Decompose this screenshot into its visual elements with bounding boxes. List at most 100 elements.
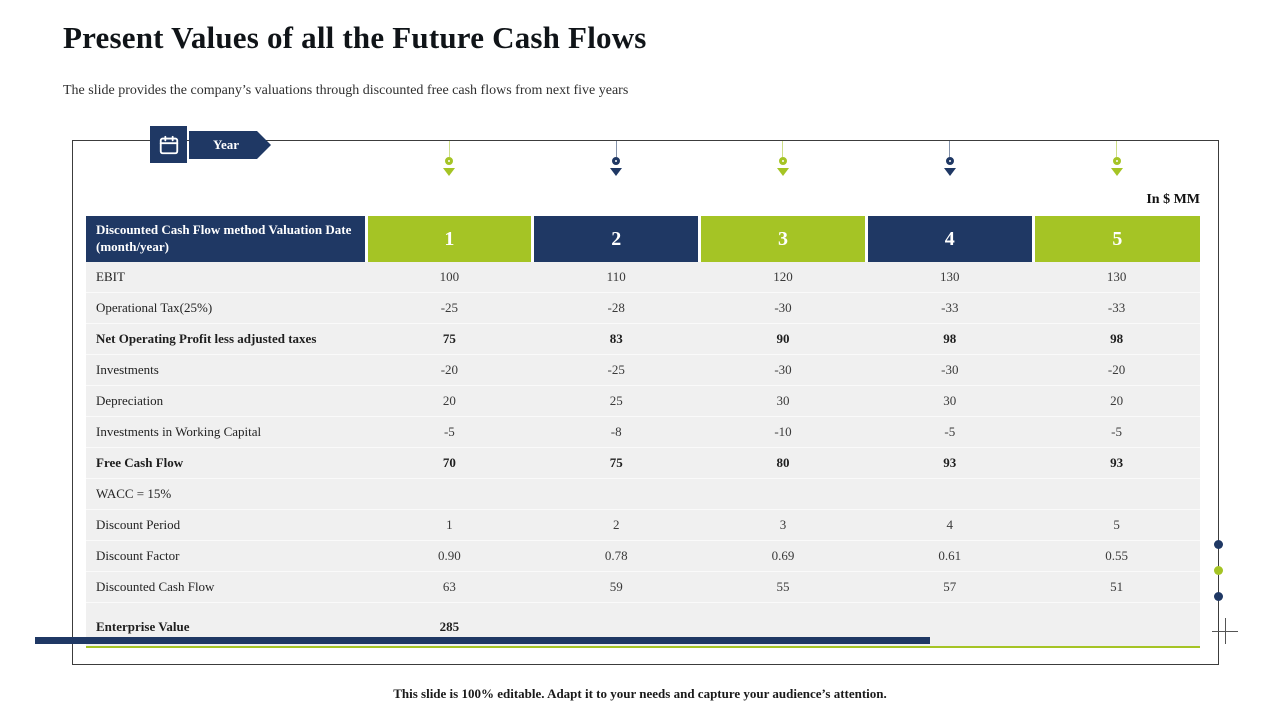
cell-value: 20	[366, 385, 533, 417]
cell-value: -5	[366, 416, 533, 448]
cell-value: 90	[699, 323, 867, 355]
unit-label: In $ MM	[1146, 192, 1200, 207]
cell-value: 100	[366, 262, 533, 293]
cell-value: 93	[1033, 447, 1200, 479]
row-label: Discount Factor	[86, 540, 366, 572]
cell-value: -5	[1033, 416, 1200, 448]
cell-value: 59	[532, 571, 700, 603]
row-label: Free Cash Flow	[86, 447, 366, 479]
row-label: Operational Tax(25%)	[86, 292, 366, 324]
column-header-year-5: 5	[1031, 216, 1200, 262]
table-row: Free Cash Flow 70 75 80 93 93	[86, 447, 1200, 479]
dot-icon	[1214, 540, 1223, 549]
cell-value: -10	[699, 416, 867, 448]
cell-value: 5	[1033, 509, 1200, 541]
cell-value: 120	[699, 262, 867, 293]
table-row: Depreciation 20 25 30 30 20	[86, 385, 1200, 417]
dcf-table: Discounted Cash Flow method Valuation Da…	[86, 216, 1200, 648]
cell-value: 0.61	[866, 540, 1034, 572]
cell-value	[699, 478, 867, 510]
row-label: Investments in Working Capital	[86, 416, 366, 448]
cell-value: 3	[699, 509, 867, 541]
cell-value: -5	[866, 416, 1034, 448]
table-row: Investments -20 -25 -30 -30 -20	[86, 354, 1200, 386]
table-row: Discount Factor 0.90 0.78 0.69 0.61 0.55	[86, 540, 1200, 572]
table-header-row: Discounted Cash Flow method Valuation Da…	[86, 216, 1200, 262]
cell-value: 0.90	[366, 540, 533, 572]
slide-subtitle: The slide provides the company’s valuati…	[63, 83, 629, 98]
cell-value: -25	[532, 354, 700, 386]
footer-note: This slide is 100% editable. Adapt it to…	[393, 686, 887, 701]
cell-value: 30	[699, 385, 867, 417]
table-row: Discounted Cash Flow 63 59 55 57 51	[86, 571, 1200, 603]
cell-value: 0.78	[532, 540, 700, 572]
cell-value: 51	[1033, 571, 1200, 603]
content-frame	[72, 140, 1219, 665]
table-row: Operational Tax(25%) -25 -28 -30 -33 -33	[86, 292, 1200, 324]
location-pin-icon	[1033, 141, 1200, 176]
cell-value: 2	[532, 509, 700, 541]
row-label: Discounted Cash Flow	[86, 571, 366, 603]
timeline-pins	[366, 141, 1200, 176]
location-pin-icon	[533, 141, 700, 176]
column-header-year-4: 4	[864, 216, 1034, 262]
row-label: Investments	[86, 354, 366, 386]
cell-value: -30	[699, 354, 867, 386]
cell-value: -28	[532, 292, 700, 324]
year-badge: Year	[150, 126, 271, 163]
cell-value: -8	[532, 416, 700, 448]
cell-value: 0.55	[1033, 540, 1200, 572]
cell-value: 0.69	[699, 540, 867, 572]
cell-value: 30	[866, 385, 1034, 417]
table-row: EBIT 100 110 120 130 130	[86, 262, 1200, 293]
cell-value: 20	[1033, 385, 1200, 417]
decorative-dots	[1214, 540, 1223, 601]
plus-icon	[1212, 618, 1238, 644]
location-pin-icon	[366, 141, 533, 176]
row-label: Net Operating Profit less adjusted taxes	[86, 323, 366, 355]
cell-value: -30	[699, 292, 867, 324]
cell-value: -30	[866, 354, 1034, 386]
dot-icon	[1214, 566, 1223, 575]
cell-value	[866, 478, 1034, 510]
cell-value: 130	[866, 262, 1034, 293]
cell-value: -33	[1033, 292, 1200, 324]
cell-value: 98	[1033, 323, 1200, 355]
row-label: Depreciation	[86, 385, 366, 417]
location-pin-icon	[866, 141, 1033, 176]
cell-value: 63	[366, 571, 533, 603]
cell-value: 83	[532, 323, 700, 355]
column-header-year-2: 2	[531, 216, 700, 262]
cell-value	[1033, 478, 1200, 510]
year-label: Year	[213, 137, 239, 152]
page-title: Present Values of all the Future Cash Fl…	[63, 20, 647, 55]
row-label: WACC = 15%	[86, 478, 366, 510]
cell-value: 130	[1033, 262, 1200, 293]
table-row: Discount Period 1 2 3 4 5	[86, 509, 1200, 541]
table-row: WACC = 15%	[86, 478, 1200, 510]
table-row: Investments in Working Capital -5 -8 -10 -5-…	[86, 416, 1200, 448]
cell-value: -33	[866, 292, 1034, 324]
cell-value: -20	[366, 354, 533, 386]
cell-value	[366, 478, 533, 510]
cell-value: 75	[366, 323, 533, 355]
cell-value	[532, 478, 700, 510]
bottom-accent-bar	[35, 637, 930, 644]
cell-value: 110	[532, 262, 700, 293]
cell-value: 75	[532, 447, 700, 479]
cell-value: -20	[1033, 354, 1200, 386]
column-header-year-3: 3	[698, 216, 867, 262]
cell-value: 93	[866, 447, 1034, 479]
cell-value: -25	[366, 292, 533, 324]
cell-value: 1	[366, 509, 533, 541]
cell-value: 4	[866, 509, 1034, 541]
location-pin-icon	[700, 141, 867, 176]
table-header-label: Discounted Cash Flow method Valuation Da…	[86, 216, 366, 262]
column-header-year-1: 1	[364, 216, 533, 262]
cell-value: 55	[699, 571, 867, 603]
row-label: Discount Period	[86, 509, 366, 541]
year-arrow-label: Year	[189, 131, 271, 159]
table-row: Net Operating Profit less adjusted taxes…	[86, 323, 1200, 355]
cell-value: 80	[699, 447, 867, 479]
